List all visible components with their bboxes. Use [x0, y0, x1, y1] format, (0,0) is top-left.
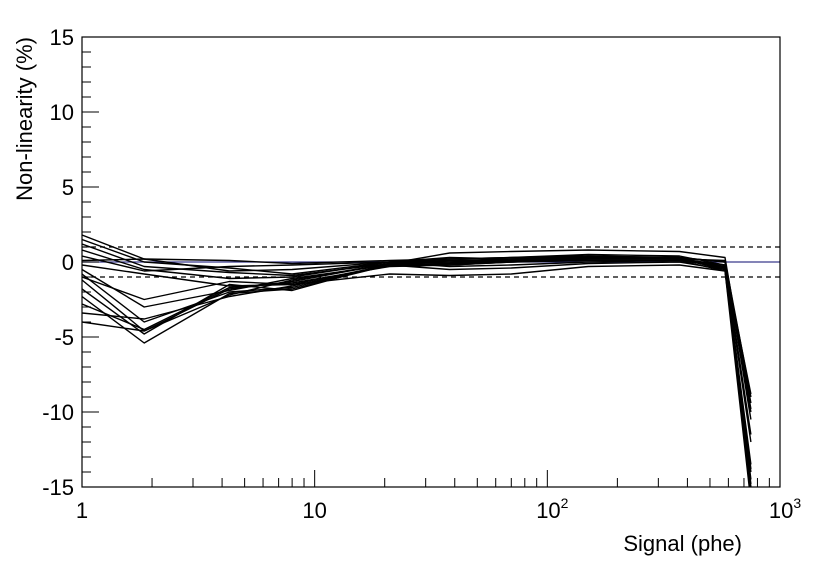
series-line	[82, 258, 752, 487]
series-line	[82, 261, 752, 485]
series-line	[82, 264, 752, 470]
x-axis-title: Signal (phe)	[623, 531, 742, 556]
x-tick-label: 1	[76, 498, 88, 523]
y-tick-label: 0	[62, 250, 74, 275]
series-line	[82, 255, 752, 435]
series-line	[82, 259, 750, 487]
x-tick-label: 10	[302, 498, 326, 523]
axes	[81, 36, 781, 488]
x-tick-label: 103	[769, 495, 801, 523]
series-line	[82, 255, 752, 420]
series-line	[82, 256, 751, 487]
y-tick-label: 10	[50, 100, 74, 125]
series-line	[82, 258, 752, 443]
y-tick-label: -5	[54, 325, 74, 350]
x-tick-label: 102	[536, 495, 568, 523]
tick-labels: 15 10 5 0 -5 -10 -151 10 102 103	[42, 25, 801, 523]
y-tick-label: 5	[62, 175, 74, 200]
y-tick-label: 15	[50, 25, 74, 50]
series-group	[82, 234, 752, 487]
series-line	[82, 256, 752, 473]
series-line	[82, 258, 752, 465]
series-line	[82, 249, 752, 410]
y-tick-label: -15	[42, 475, 74, 500]
y-tick-label: -10	[42, 400, 74, 425]
series-line	[82, 243, 752, 404]
y-axis-title: Non-linearity (%)	[12, 37, 37, 201]
